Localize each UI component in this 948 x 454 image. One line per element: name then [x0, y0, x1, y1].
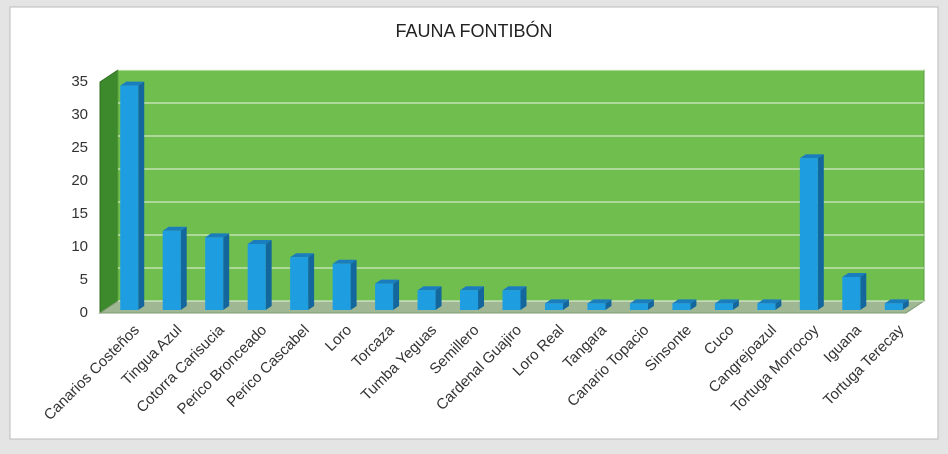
- bar-side: [478, 286, 485, 310]
- bar-side: [690, 299, 697, 310]
- bar-top: [375, 279, 400, 284]
- bar-top: [842, 273, 867, 277]
- bar: [205, 233, 230, 310]
- bar-top: [460, 286, 485, 291]
- bar-top: [714, 299, 739, 304]
- bar: [162, 226, 187, 310]
- bar-front: [842, 277, 861, 310]
- bar-top: [120, 81, 145, 86]
- bar: [120, 81, 145, 310]
- bar: [714, 299, 739, 310]
- bar: [247, 240, 272, 310]
- bar-front: [714, 303, 733, 310]
- bar-front: [332, 263, 351, 310]
- bar-front: [375, 283, 394, 310]
- bar-top: [629, 299, 654, 304]
- bar: [842, 273, 867, 310]
- y-tick-label: 20: [71, 172, 88, 189]
- chart-title: FAUNA FONTIBÓN: [395, 20, 552, 41]
- bar-front: [757, 303, 776, 310]
- y-tick-label: 10: [71, 238, 88, 255]
- bar: [375, 279, 400, 310]
- bar: [332, 259, 357, 310]
- bar-top: [205, 233, 230, 238]
- bar-front: [799, 158, 818, 310]
- bar: [417, 286, 442, 310]
- y-tick-label: 15: [71, 205, 88, 222]
- bar-front: [587, 303, 606, 310]
- bar: [460, 286, 485, 310]
- bar-top: [757, 299, 782, 304]
- bar: [629, 299, 654, 310]
- y-tick-label: 25: [71, 139, 88, 156]
- bar-side: [732, 299, 739, 310]
- bar: [884, 299, 909, 310]
- bar-top: [544, 299, 569, 304]
- bar-side: [435, 286, 442, 310]
- y-tick-label: 0: [80, 304, 88, 321]
- bar-side: [775, 299, 782, 310]
- bar-front: [460, 290, 479, 310]
- side-wall: [99, 69, 119, 314]
- bar-side: [562, 299, 569, 310]
- bar-side: [647, 299, 654, 310]
- bar-side: [860, 273, 867, 310]
- bar-front: [205, 237, 224, 310]
- bar-side: [393, 279, 400, 310]
- bar-side: [350, 259, 357, 310]
- bar: [672, 299, 697, 310]
- bar-front: [502, 290, 521, 310]
- bar-top: [247, 240, 272, 244]
- bar-front: [120, 85, 139, 310]
- bar-top: [417, 286, 442, 291]
- y-tick-label: 30: [71, 106, 88, 123]
- bar-side: [308, 253, 315, 310]
- bar-front: [672, 303, 691, 310]
- bar-side: [605, 299, 612, 310]
- bar-side: [902, 299, 909, 310]
- bar-top: [587, 299, 612, 304]
- bar-top: [672, 299, 697, 304]
- bar: [502, 286, 527, 310]
- bar-top: [884, 299, 909, 304]
- bar: [799, 154, 824, 310]
- bar: [544, 299, 569, 310]
- y-tick-label: 5: [80, 271, 88, 288]
- bar-top: [502, 286, 527, 291]
- bar: [290, 253, 315, 310]
- bar-front: [247, 244, 266, 310]
- bar-front: [544, 303, 563, 310]
- bar-front: [629, 303, 648, 310]
- bar-top: [162, 226, 187, 231]
- bar-side: [520, 286, 527, 310]
- y-tick-label: 35: [71, 73, 88, 90]
- bar-side: [180, 226, 187, 310]
- bar-front: [884, 303, 903, 310]
- bar-front: [290, 257, 309, 310]
- bar-side: [138, 81, 145, 310]
- bar: [587, 299, 612, 310]
- bar-front: [417, 290, 436, 310]
- bar-top: [290, 253, 315, 258]
- bar-side: [817, 154, 824, 310]
- bar-top: [332, 259, 357, 264]
- bar: [757, 299, 782, 310]
- bar-side: [223, 233, 230, 310]
- bar-front: [162, 230, 181, 310]
- bar-side: [265, 240, 272, 310]
- bar-top: [799, 154, 824, 159]
